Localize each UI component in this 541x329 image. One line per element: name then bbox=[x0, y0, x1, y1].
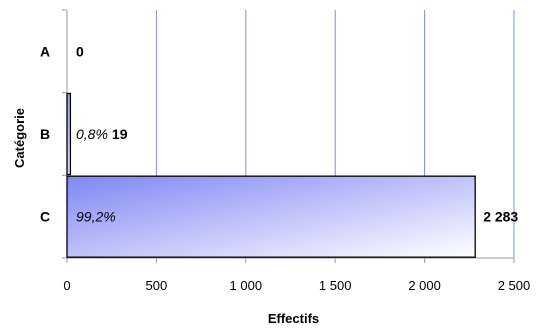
x-tick-label: 2 500 bbox=[498, 278, 531, 293]
x-axis-title: Effectifs bbox=[268, 311, 319, 326]
y-axis-title: Catégorie bbox=[12, 108, 27, 168]
category-label: A bbox=[40, 43, 50, 59]
value-label: 2 283 bbox=[483, 209, 518, 225]
labels: 0 500 1 000 1 500 2 000 2 500 A 0 B 0,8% 19 C 99,2% 2… bbox=[40, 43, 530, 293]
bars bbox=[66, 92, 476, 258]
x-tick-label: 1 500 bbox=[319, 278, 352, 293]
bar-b bbox=[66, 92, 72, 176]
value-label: 0 bbox=[76, 43, 84, 59]
x-tick-label: 2 000 bbox=[408, 278, 441, 293]
x-tick-label: 500 bbox=[146, 278, 168, 293]
bar-c bbox=[66, 175, 476, 258]
percent-label: 0,8% bbox=[76, 126, 108, 142]
percent-label: 99,2% bbox=[76, 209, 116, 225]
x-tick-label: 1 000 bbox=[230, 278, 263, 293]
category-label: C bbox=[40, 209, 50, 225]
x-tick-label: 0 bbox=[63, 278, 70, 293]
value-label: 19 bbox=[112, 126, 128, 142]
category-label: B bbox=[40, 126, 50, 142]
